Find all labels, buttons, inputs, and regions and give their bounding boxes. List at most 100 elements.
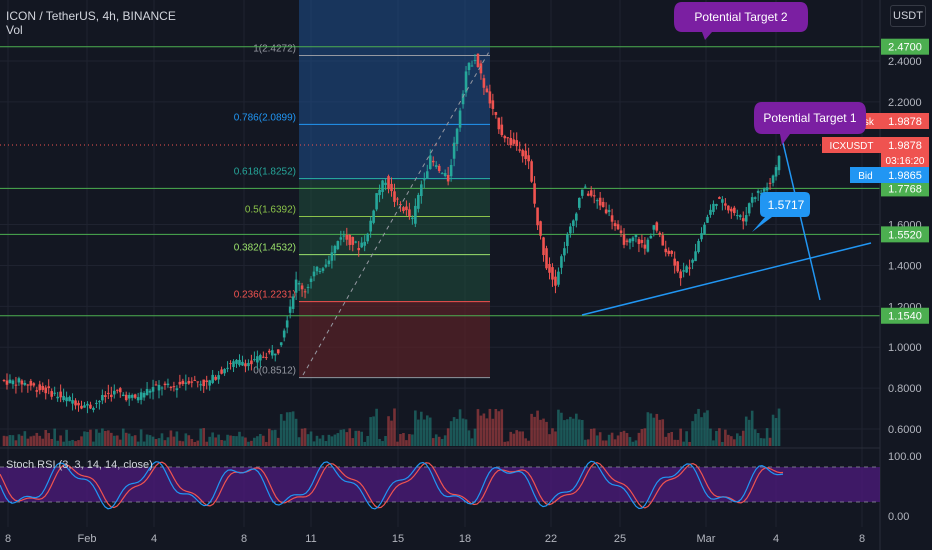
candle-body [235, 359, 238, 364]
volume-bar [634, 440, 638, 446]
volume-bar [464, 419, 468, 446]
candle-body [276, 349, 280, 354]
candle-body [372, 210, 375, 223]
candle-body [41, 386, 45, 390]
volume-bar [509, 431, 513, 446]
rsi-k-line [0, 460, 784, 510]
candle-body [53, 392, 56, 394]
volume-bar [205, 441, 208, 446]
candle-body [253, 359, 256, 361]
candle-body [721, 199, 724, 203]
volume-bar [348, 428, 352, 446]
volume-bar [26, 438, 30, 446]
volume-bar [56, 440, 59, 446]
volume-bar [747, 419, 751, 446]
candle-body [279, 342, 283, 346]
candle-body [619, 230, 623, 233]
candle-body [17, 378, 21, 383]
currency-button[interactable]: USDT [890, 5, 926, 27]
candle-body [202, 379, 206, 387]
symbol-title: ICON / TetherUS, 4h, BINANCE [6, 9, 176, 23]
volume-bar [694, 413, 697, 446]
candle-body [163, 383, 167, 386]
candle-body [604, 209, 608, 214]
candle-body [706, 216, 709, 223]
volume-bar [300, 428, 304, 446]
volume-bar [393, 408, 396, 446]
volume-bar [214, 437, 217, 446]
volume-bar [425, 415, 429, 446]
volume-bar [431, 438, 435, 446]
volume-bar [500, 409, 504, 446]
price-tag [881, 113, 929, 129]
candle-body [428, 155, 432, 170]
candle-body [667, 250, 671, 254]
volume-bar [527, 440, 530, 446]
candle-body [121, 394, 125, 397]
candle-body [47, 386, 51, 389]
price-tag-value: 1.9878 [888, 140, 922, 152]
candle-body [610, 215, 614, 222]
horizontal-levels [0, 46, 880, 317]
candle-body [649, 235, 653, 239]
candle-body [637, 239, 641, 245]
volume-bar [405, 440, 408, 446]
volume-bar [706, 410, 709, 446]
volume-bar [601, 440, 605, 446]
candle-body [169, 386, 173, 388]
volume-bar [86, 431, 89, 446]
candle-body [730, 208, 733, 212]
volume-bar [640, 429, 644, 446]
candle-body [583, 186, 587, 188]
candle-body [59, 391, 62, 398]
candle-body [270, 350, 274, 356]
candle-body [539, 221, 542, 236]
volume-bar [595, 435, 599, 446]
chart-legend: ICON / TetherUS, 4h, BINANCE Vol [6, 9, 176, 37]
volume-bar [497, 411, 501, 446]
candle-body [524, 150, 527, 159]
volume-bar [580, 419, 584, 446]
volume-bar [229, 435, 232, 446]
candle-body [640, 239, 644, 243]
candle-body [360, 242, 364, 248]
volume-bar [446, 428, 450, 446]
fib-diagonal [302, 49, 491, 376]
time-tick-label: 15 [392, 533, 404, 545]
candle-body [455, 128, 459, 144]
volume-bar [467, 430, 471, 446]
candle-body [348, 234, 352, 245]
candle-body [566, 234, 569, 246]
time-tick-label: Mar [697, 533, 716, 545]
candle-body [229, 363, 232, 365]
candle-body [20, 380, 24, 385]
candle-body [321, 268, 325, 271]
candle-body [223, 369, 226, 374]
candle-body [670, 250, 674, 254]
volume-bar [279, 414, 283, 446]
candle-body [405, 206, 408, 211]
volume-bar [151, 436, 155, 446]
volume-bar [330, 436, 334, 446]
candle-body [300, 285, 304, 290]
candle-body [601, 201, 605, 208]
volume-bar [521, 431, 524, 446]
candle-body [35, 390, 39, 392]
price-tick-label: 0.8000 [888, 383, 922, 395]
candle-body [80, 405, 83, 409]
volume-bar [130, 436, 134, 446]
volume-bar [363, 441, 366, 446]
fib-label: 0.618(1.8252) [234, 167, 296, 178]
candle-body [697, 240, 700, 252]
candle-body [199, 384, 203, 386]
candle-body [193, 379, 197, 381]
candle-body [527, 155, 530, 162]
volume-bar [375, 408, 378, 446]
volume-bar [661, 419, 665, 446]
candle-body [306, 286, 310, 288]
volume-bar [488, 408, 492, 446]
candle-body [38, 384, 42, 391]
candle-body [133, 394, 137, 398]
candle-body [491, 100, 495, 109]
